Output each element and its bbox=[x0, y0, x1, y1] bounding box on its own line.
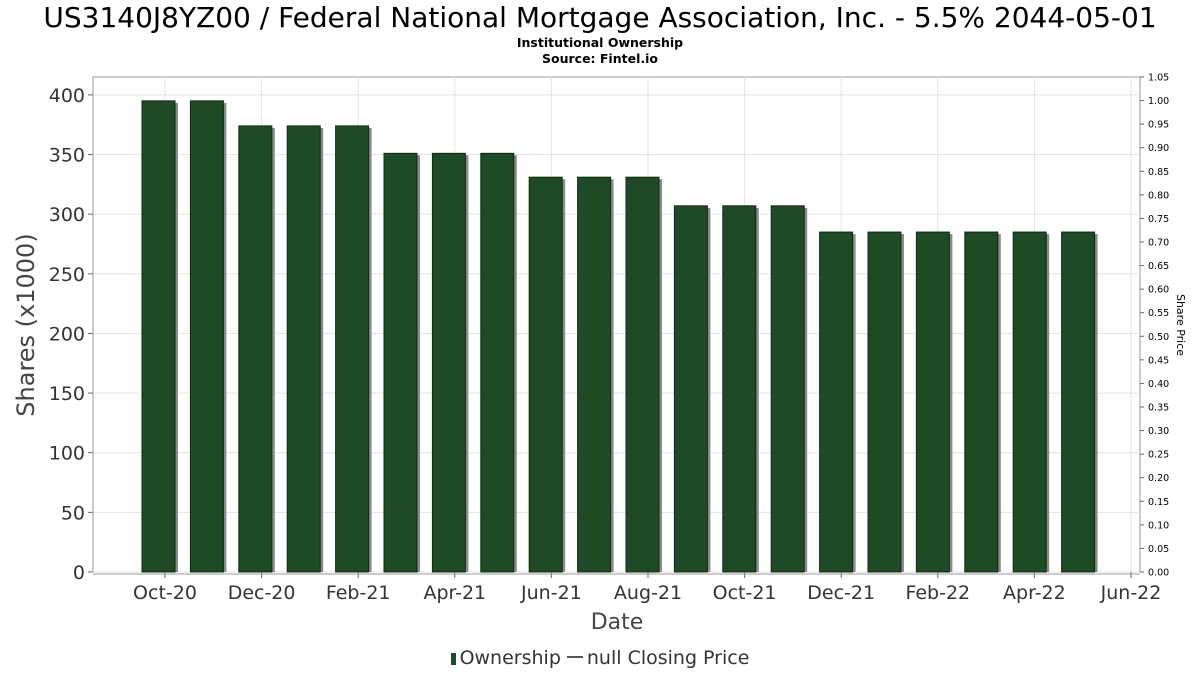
closing-price-legend-line bbox=[566, 656, 583, 658]
y2-tick-label: 0.25 bbox=[1148, 450, 1169, 461]
y2-tick-label: 0.80 bbox=[1148, 190, 1169, 201]
chart-source: Source: Fintel.io bbox=[542, 51, 658, 66]
y-tick-label: 100 bbox=[49, 443, 85, 465]
y-tick-label: 150 bbox=[49, 383, 85, 405]
y-tick-label: 200 bbox=[49, 323, 85, 345]
x-tick-label: Dec-21 bbox=[807, 582, 875, 604]
y2-tick-label: 0.20 bbox=[1148, 473, 1169, 484]
ownership-bar bbox=[770, 205, 805, 573]
y-tick-label: 0 bbox=[73, 562, 85, 584]
y2-tick-label: 0.15 bbox=[1148, 497, 1169, 508]
y2-tick-label: 1.05 bbox=[1148, 73, 1169, 84]
ownership-bar bbox=[189, 100, 224, 573]
y2-tick-label: 0.75 bbox=[1148, 214, 1169, 225]
ownership-bar bbox=[964, 231, 999, 573]
y2-tick-label: 0.65 bbox=[1148, 261, 1169, 272]
ownership-bar bbox=[1012, 231, 1047, 573]
y-tick-label: 400 bbox=[49, 85, 85, 107]
y2-axis-label: Share Price bbox=[1174, 294, 1187, 356]
y2-tick-label: 0.05 bbox=[1148, 544, 1169, 555]
ownership-bar bbox=[286, 125, 321, 573]
x-tick-label: Apr-21 bbox=[423, 582, 486, 604]
legend-item-closing-price: null Closing Price bbox=[586, 647, 750, 669]
x-tick-label: Feb-21 bbox=[326, 582, 391, 604]
y2-tick-label: 0.00 bbox=[1148, 568, 1169, 579]
ownership-legend-swatch bbox=[450, 653, 456, 665]
y2-tick-label: 0.85 bbox=[1148, 167, 1169, 178]
ownership-bar bbox=[819, 231, 854, 573]
ownership-bar bbox=[673, 205, 708, 573]
y2-tick-label: 0.30 bbox=[1148, 426, 1169, 437]
ownership-bar bbox=[383, 152, 418, 573]
y2-tick-label: 0.60 bbox=[1148, 285, 1169, 296]
y2-tick-label: 0.35 bbox=[1148, 403, 1169, 414]
y2-tick-label: 0.90 bbox=[1148, 143, 1169, 154]
y-tick-label: 350 bbox=[49, 145, 85, 167]
ownership-bar bbox=[238, 125, 273, 573]
ownership-bar bbox=[141, 100, 176, 573]
ownership-bar bbox=[722, 205, 757, 573]
y2-tick-label: 0.40 bbox=[1148, 379, 1169, 390]
ownership-bar bbox=[625, 176, 660, 573]
y-tick-label: 250 bbox=[49, 264, 85, 286]
ownership-bar bbox=[480, 152, 515, 573]
x-tick-label: Aug-21 bbox=[614, 582, 682, 604]
y-axis-label: Shares (x1000) bbox=[12, 233, 40, 416]
x-axis-label: Date bbox=[591, 610, 644, 635]
x-tick-label: Oct-20 bbox=[133, 582, 197, 604]
ownership-bar bbox=[1061, 231, 1096, 573]
x-tick-label: Apr-22 bbox=[1003, 582, 1066, 604]
x-tick-label: Jun-21 bbox=[520, 582, 582, 604]
ownership-bar bbox=[431, 152, 466, 573]
y2-tick-label: 0.55 bbox=[1148, 308, 1169, 319]
y-tick-label: 300 bbox=[49, 204, 85, 226]
y2-tick-label: 0.45 bbox=[1148, 355, 1169, 366]
ownership-bar bbox=[335, 125, 370, 573]
ownership-bar bbox=[528, 176, 563, 573]
ownership-bar bbox=[577, 176, 612, 573]
chart-legend: Ownership null Closing Price bbox=[0, 647, 1200, 669]
y2-tick-label: 0.70 bbox=[1148, 238, 1169, 249]
y2-tick-label: 0.95 bbox=[1148, 120, 1169, 131]
y-tick-label: 50 bbox=[61, 502, 85, 524]
x-tick-label: Oct-21 bbox=[713, 582, 777, 604]
ownership-bar bbox=[915, 231, 950, 573]
x-tick-label: Jun-22 bbox=[1100, 582, 1162, 604]
y2-tick-label: 0.10 bbox=[1148, 520, 1169, 531]
y2-tick-label: 1.00 bbox=[1148, 96, 1169, 107]
legend-item-ownership: Ownership bbox=[459, 647, 561, 669]
ownership-bar bbox=[867, 231, 902, 573]
x-tick-label: Dec-20 bbox=[228, 582, 296, 604]
y2-tick-label: 0.50 bbox=[1148, 332, 1169, 343]
chart-title: US3140J8YZ00 / Federal National Mortgage… bbox=[43, 1, 1157, 34]
x-tick-label: Feb-22 bbox=[905, 582, 970, 604]
chart-subtitle: Institutional Ownership bbox=[516, 35, 684, 50]
